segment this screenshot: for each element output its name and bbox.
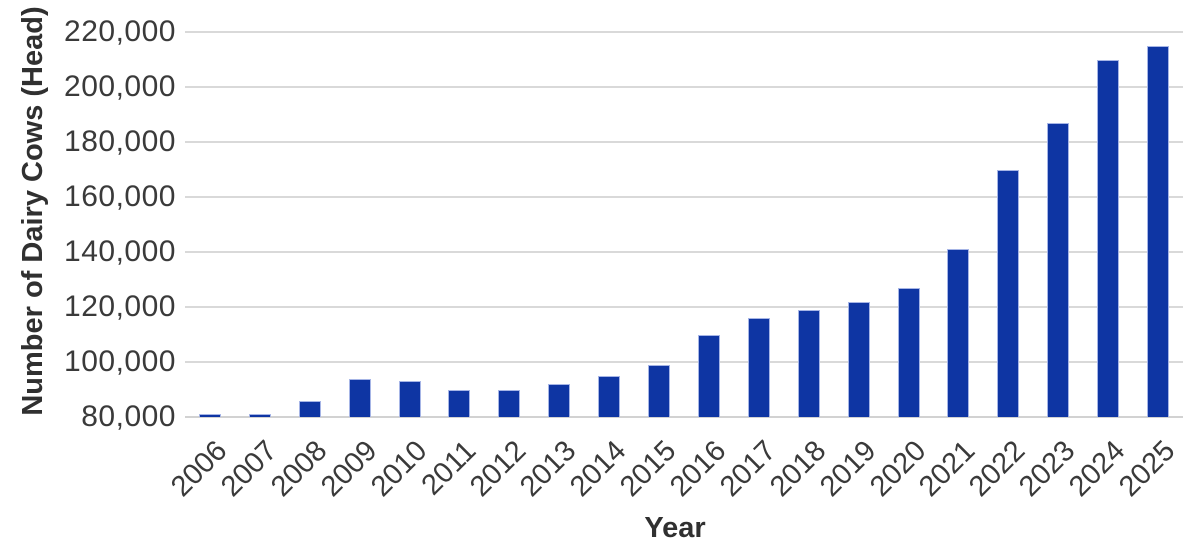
bar-2024 — [1097, 59, 1120, 417]
bar-2008 — [298, 400, 321, 417]
x-axis-baseline — [185, 416, 1183, 418]
y-tick-label-100000: 100,000 — [64, 345, 176, 378]
bar-2025 — [1147, 45, 1170, 417]
bar-2019 — [847, 301, 870, 417]
bar-2018 — [797, 309, 820, 417]
y-tick-label-120000: 120,000 — [64, 290, 176, 323]
bar-2020 — [897, 287, 920, 417]
bar-2011 — [448, 389, 471, 417]
bar-2021 — [947, 249, 970, 417]
gridline-100000 — [185, 361, 1183, 363]
bar-2013 — [548, 384, 571, 417]
bar-2014 — [598, 375, 621, 417]
bar-2009 — [348, 378, 371, 417]
gridline-120000 — [185, 306, 1183, 308]
y-tick-label-140000: 140,000 — [64, 235, 176, 268]
y-tick-label-160000: 160,000 — [64, 180, 176, 213]
bar-2007 — [248, 414, 271, 417]
gridline-220000 — [185, 31, 1183, 33]
gridline-200000 — [185, 86, 1183, 88]
bar-2017 — [747, 318, 770, 417]
gridline-180000 — [185, 141, 1183, 143]
bar-2022 — [997, 169, 1020, 417]
y-axis-title: Number of Dairy Cows (Head) — [17, 6, 49, 416]
bar-2016 — [697, 334, 720, 417]
y-tick-label-200000: 200,000 — [64, 70, 176, 103]
bar-2012 — [498, 389, 521, 417]
y-tick-label-80000: 80,000 — [81, 400, 176, 433]
bar-2010 — [398, 381, 421, 417]
gridline-140000 — [185, 251, 1183, 253]
y-tick-label-220000: 220,000 — [64, 15, 176, 48]
gridline-160000 — [185, 196, 1183, 198]
y-tick-label-180000: 180,000 — [64, 125, 176, 158]
bar-2015 — [648, 364, 671, 417]
bar-2006 — [198, 414, 221, 417]
bar-2023 — [1047, 122, 1070, 417]
x-axis-title: Year — [644, 512, 706, 544]
